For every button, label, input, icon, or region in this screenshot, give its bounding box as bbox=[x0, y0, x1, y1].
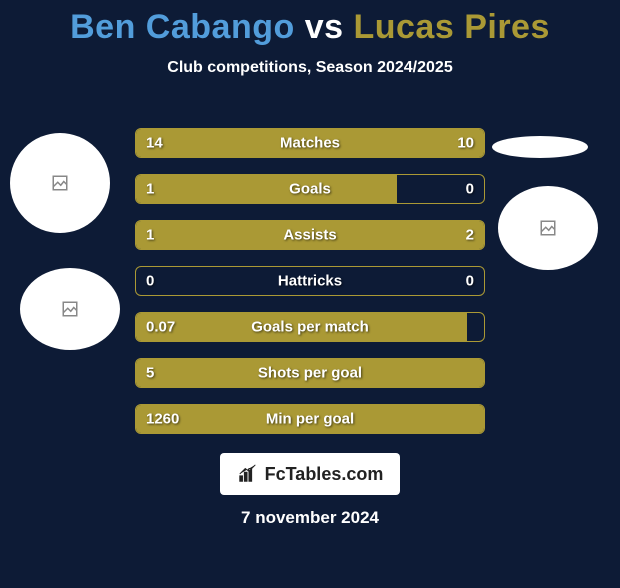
stat-label: Matches bbox=[280, 135, 340, 152]
stat-value-left: 5 bbox=[146, 365, 154, 382]
stat-label: Shots per goal bbox=[258, 365, 362, 382]
bar-right bbox=[240, 221, 484, 249]
stat-row-shots-per-goal: 5 Shots per goal bbox=[135, 358, 485, 388]
logo-text: FcTables.com bbox=[265, 464, 384, 485]
decorative-ellipse bbox=[492, 136, 588, 158]
placeholder-icon bbox=[539, 219, 557, 237]
stat-value-right: 0 bbox=[466, 273, 474, 290]
placeholder-icon bbox=[61, 300, 79, 318]
avatar-player2 bbox=[498, 186, 598, 270]
avatar-player1-large bbox=[10, 133, 110, 233]
stat-value-right: 2 bbox=[466, 227, 474, 244]
fctables-logo: FcTables.com bbox=[220, 453, 400, 495]
vs-text: vs bbox=[305, 8, 344, 46]
comparison-title: Ben Cabango vs Lucas Pires bbox=[0, 8, 620, 47]
stat-row-goals-per-match: 0.07 Goals per match bbox=[135, 312, 485, 342]
stat-row-goals: 1 0 Goals bbox=[135, 174, 485, 204]
player1-name: Ben Cabango bbox=[70, 8, 295, 46]
stat-row-matches: 14 10 Matches bbox=[135, 128, 485, 158]
player2-name: Lucas Pires bbox=[353, 8, 549, 46]
stat-label: Min per goal bbox=[266, 411, 354, 428]
stat-label: Hattricks bbox=[278, 273, 342, 290]
stats-chart: 1410Matches10Goals12Assists00Hattricks0.… bbox=[135, 128, 485, 450]
placeholder-icon bbox=[51, 174, 69, 192]
stat-label: Goals per match bbox=[251, 319, 369, 336]
stat-label: Goals bbox=[289, 181, 331, 198]
subtitle: Club competitions, Season 2024/2025 bbox=[0, 59, 620, 77]
stat-row-min-per-goal: 1260 Min per goal bbox=[135, 404, 485, 434]
chart-icon bbox=[237, 463, 259, 485]
date-text: 7 november 2024 bbox=[241, 508, 379, 528]
stat-value-right: 10 bbox=[457, 135, 474, 152]
stat-value-left: 1260 bbox=[146, 411, 179, 428]
stat-row-assists: 1 2 Assists bbox=[135, 220, 485, 250]
stat-value-left: 0.07 bbox=[146, 319, 175, 336]
stat-value-left: 1 bbox=[146, 181, 154, 198]
stat-value-left: 14 bbox=[146, 135, 163, 152]
stat-row-hattricks: 0 0 Hattricks bbox=[135, 266, 485, 296]
stat-value-left: 1 bbox=[146, 227, 154, 244]
stat-value-left: 0 bbox=[146, 273, 154, 290]
bar-left bbox=[136, 175, 397, 203]
avatar-secondary-1 bbox=[20, 268, 120, 350]
stat-value-right: 0 bbox=[466, 181, 474, 198]
stat-label: Assists bbox=[283, 227, 336, 244]
